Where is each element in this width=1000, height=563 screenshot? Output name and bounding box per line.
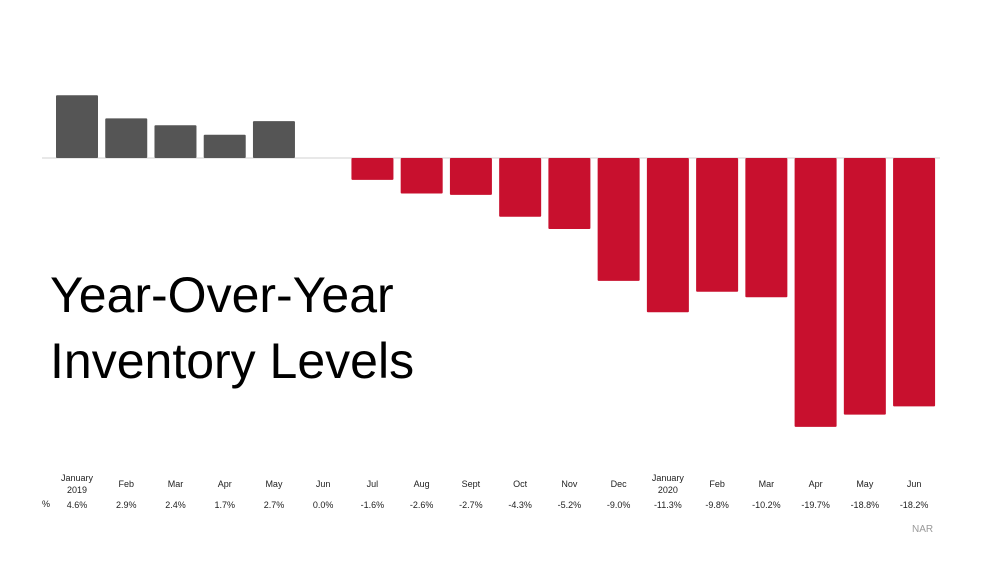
value-label: -1.6% [360,500,385,510]
bar [794,158,837,427]
bar [56,95,98,158]
bar [154,125,197,158]
row-label: % [42,499,51,509]
bar [400,158,443,194]
x-tick-label: Dec [610,479,627,489]
bar [351,158,394,180]
bar [646,158,689,313]
value-label: -9.0% [606,500,631,510]
value-label: -18.2% [899,500,929,510]
value-label: -11.3% [653,500,682,510]
bar [449,158,492,195]
bar [548,158,591,229]
x-tick-label: Apr [217,479,232,489]
value-label: 4.6% [66,500,88,510]
x-tick-label: Mar [167,479,184,489]
x-tick-label: Mar [758,479,775,489]
value-label: 2.4% [165,500,186,510]
value-label: -18.8% [850,500,880,510]
x-tick-label: Sept [461,479,481,489]
value-label: -9.8% [705,500,729,510]
bar [843,158,886,415]
chart-title: Year-Over-Year Inventory Levels [50,267,415,389]
source: NAR [912,524,934,535]
bar [499,158,542,217]
bar [745,158,788,298]
bar [696,158,739,292]
value-label: 1.7% [214,500,235,510]
x-tick-label: Oct [513,479,528,489]
value-label: 2.9% [115,500,137,510]
bar [203,134,246,158]
x-tick-label: Jul [366,479,379,489]
x-tick-label: January 2019 [60,473,94,495]
x-tick-label: May [265,479,283,489]
value-label: 0.0% [312,500,334,510]
bar [597,158,640,281]
bar [105,118,148,158]
x-tick-label: Aug [413,479,430,489]
value-label: -5.2% [557,500,582,510]
x-tick-label: Apr [808,479,823,489]
value-label: -10.2% [752,500,781,510]
value-label: -2.6% [409,500,434,510]
x-tick-label: May [856,479,874,489]
value-label: -4.3% [508,500,532,510]
bar [893,158,936,407]
x-tick-label: Feb [709,479,725,489]
bar [252,121,295,158]
x-tick-label: Jun [315,479,331,489]
x-tick-label: January 2020 [651,473,684,495]
value-label: -19.7% [801,500,830,510]
value-label: -2.7% [459,500,483,510]
x-tick-label: Nov [561,479,578,489]
x-tick-label: Jun [906,479,922,489]
value-label: 2.7% [263,500,285,510]
x-tick-label: Feb [118,479,134,489]
